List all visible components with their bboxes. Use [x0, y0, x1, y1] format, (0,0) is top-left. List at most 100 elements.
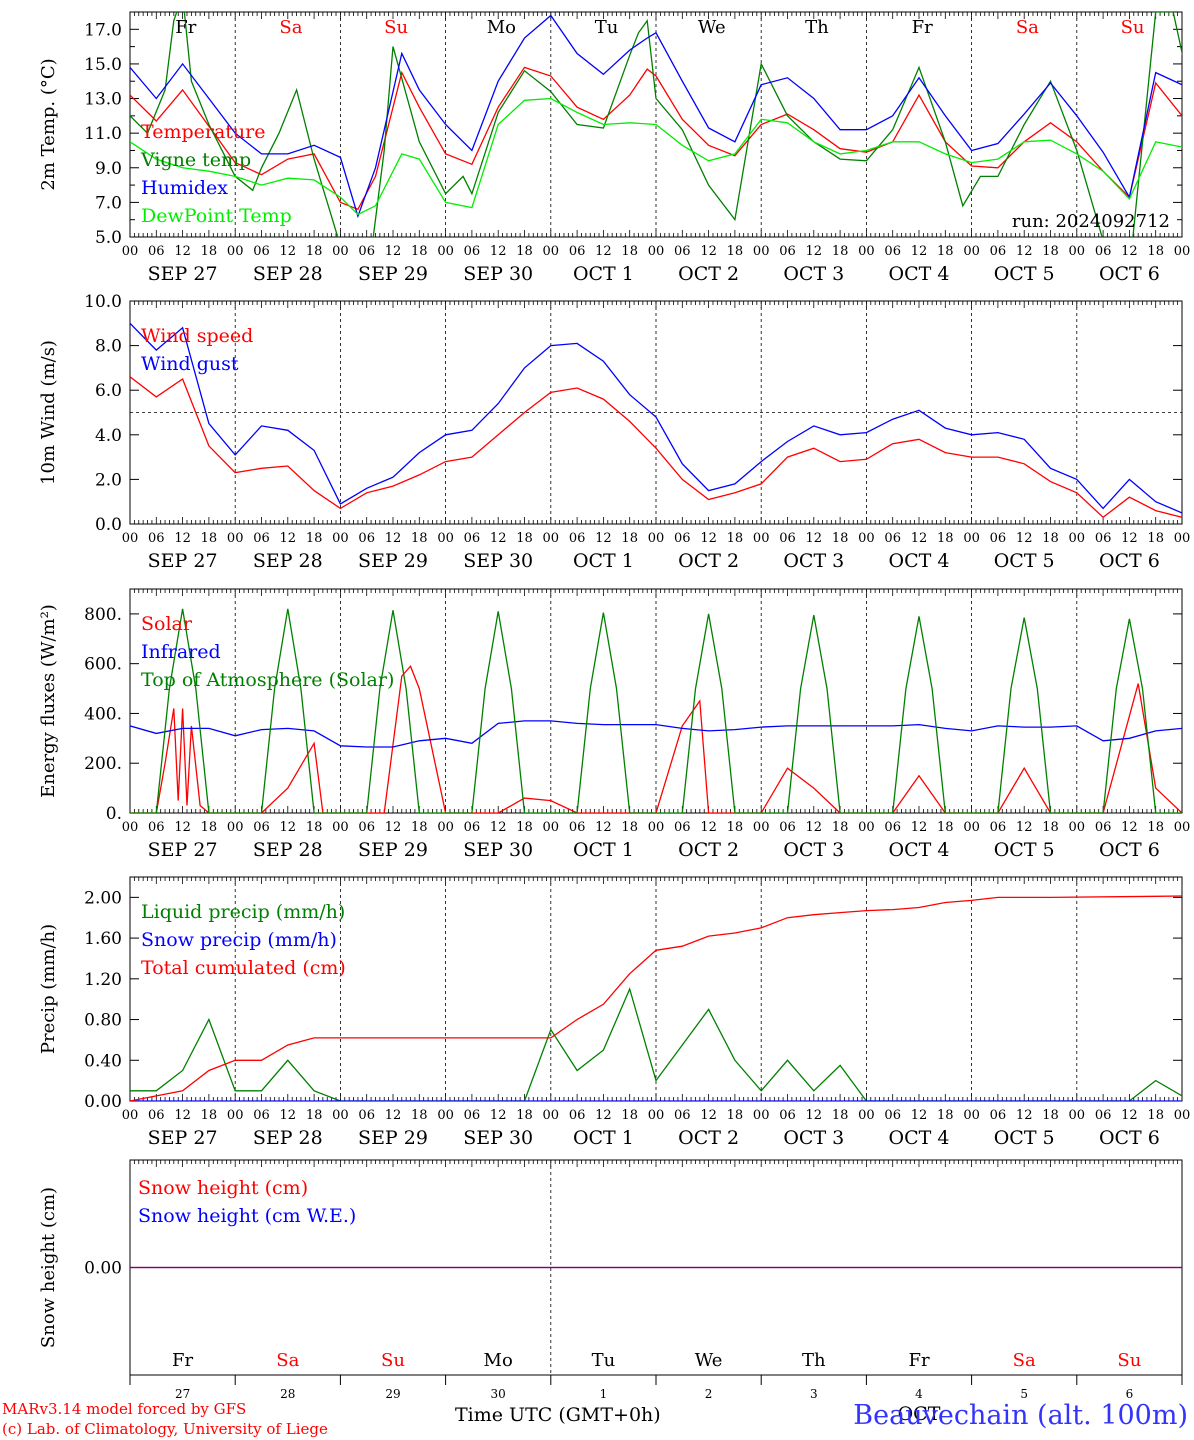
- hour-label: 06: [884, 244, 901, 259]
- y-tick-label: 2.0: [95, 470, 122, 490]
- hour-label: 06: [569, 531, 586, 546]
- y-tick-label: 1.60: [84, 929, 122, 949]
- hour-label: 00: [122, 244, 139, 259]
- legend-solar: Solar: [141, 613, 193, 635]
- hour-label: 18: [621, 1108, 638, 1123]
- day-abbr: We: [698, 17, 726, 38]
- date-label: OCT 2: [678, 263, 739, 285]
- day-abbr-bottom: Tu: [592, 1350, 616, 1371]
- date-label: OCT 5: [994, 839, 1055, 861]
- date-label: SEP 30: [463, 839, 533, 861]
- hour-label: 18: [1147, 820, 1164, 835]
- legend-total-cumulated-cm-: Total cumulated (cm): [141, 957, 346, 979]
- hour-label: 06: [148, 1108, 165, 1123]
- date-label: OCT 3: [783, 263, 844, 285]
- day-abbr: Mo: [487, 17, 516, 38]
- y-tick-label: 0.80: [84, 1011, 122, 1031]
- legend-top-of-atmosphere-solar-: Top of Atmosphere (Solar): [141, 669, 394, 691]
- hour-label: 12: [280, 1108, 297, 1123]
- hour-label: 12: [385, 531, 402, 546]
- hour-label: 06: [464, 244, 481, 259]
- hour-label: 06: [253, 244, 270, 259]
- hour-label: 00: [437, 820, 454, 835]
- hour-label: 18: [201, 244, 218, 259]
- hour-label: 00: [648, 244, 665, 259]
- date-label: OCT 6: [1099, 263, 1160, 285]
- hour-label: 18: [411, 531, 428, 546]
- legend-humidex: Humidex: [141, 177, 228, 199]
- hour-label: 12: [595, 244, 612, 259]
- hour-label: 06: [990, 820, 1007, 835]
- hour-label: 00: [543, 1108, 560, 1123]
- date-label: SEP 27: [148, 839, 218, 861]
- hour-label: 06: [464, 1108, 481, 1123]
- date-label: OCT 4: [889, 263, 950, 285]
- y-tick-label: 800.: [84, 605, 122, 625]
- panel-frame-energy: [129, 588, 1183, 814]
- hour-label: 18: [201, 820, 218, 835]
- date-label: SEP 27: [148, 550, 218, 572]
- hour-label: 12: [385, 1108, 402, 1123]
- hour-label: 18: [937, 531, 954, 546]
- legend-temperature: Temperature: [141, 121, 265, 143]
- hour-label: 00: [963, 820, 980, 835]
- hour-label: 12: [385, 244, 402, 259]
- hour-label: 12: [385, 820, 402, 835]
- hour-label: 12: [490, 244, 507, 259]
- hour-label: 12: [595, 1108, 612, 1123]
- y-tick-label: 0.00: [84, 1259, 122, 1279]
- hour-label: 18: [727, 244, 744, 259]
- series-line-humidex: [130, 14, 1182, 219]
- hour-label: 00: [332, 244, 349, 259]
- hour-label: 00: [753, 820, 770, 835]
- date-label: OCT 1: [573, 839, 634, 861]
- hour-label: 18: [516, 820, 533, 835]
- y-tick-label: 400.: [84, 704, 122, 724]
- day-abbr-bottom: Fr: [908, 1350, 929, 1371]
- hour-label: 18: [411, 244, 428, 259]
- hour-label: 18: [832, 1108, 849, 1123]
- hour-label: 18: [1042, 244, 1059, 259]
- model-credit: MARv3.14 model forced by GFS: [2, 1400, 247, 1418]
- date-label: OCT 4: [889, 839, 950, 861]
- y-tick-label: 0.00: [84, 1092, 122, 1112]
- date-label: OCT 2: [678, 839, 739, 861]
- date-label: OCT 1: [573, 550, 634, 572]
- y-tick-label: 0.0: [95, 515, 122, 535]
- date-label: OCT 3: [783, 839, 844, 861]
- hour-label: 12: [1016, 820, 1033, 835]
- hour-label: 00: [1174, 820, 1191, 835]
- day-abbr-bottom: Th: [802, 1350, 826, 1371]
- hour-label: 00: [122, 1108, 139, 1123]
- y-axis-label: Energy fluxes (W/m²): [38, 604, 59, 798]
- hour-label: 12: [280, 820, 297, 835]
- hour-label: 18: [306, 244, 323, 259]
- y-tick-label: 600.: [84, 655, 122, 675]
- hour-label: 06: [358, 531, 375, 546]
- hour-label: 12: [1016, 1108, 1033, 1123]
- hour-label: 00: [227, 244, 244, 259]
- series-line-total-cumulated-cm-: [130, 895, 1182, 1101]
- hour-label: 12: [806, 531, 823, 546]
- y-tick-label: 6.0: [95, 381, 122, 401]
- hour-label: 00: [332, 531, 349, 546]
- hour-label: 12: [280, 244, 297, 259]
- day-number: 28: [280, 1387, 295, 1401]
- hour-label: 00: [963, 244, 980, 259]
- date-label: OCT 6: [1099, 839, 1160, 861]
- hour-label: 00: [543, 820, 560, 835]
- series-line-vigne-temp: [130, 12, 1182, 237]
- legend-wind-gust: Wind gust: [141, 353, 239, 375]
- y-tick-label: 4.0: [95, 426, 122, 446]
- hour-label: 18: [621, 820, 638, 835]
- date-label: SEP 29: [358, 1127, 428, 1149]
- date-label: SEP 29: [358, 839, 428, 861]
- hour-label: 00: [858, 820, 875, 835]
- hour-label: 06: [464, 531, 481, 546]
- day-abbr-bottom: Mo: [484, 1350, 513, 1371]
- hour-label: 18: [411, 820, 428, 835]
- hour-label: 00: [437, 1108, 454, 1123]
- hour-label: 12: [490, 820, 507, 835]
- date-label: SEP 28: [253, 550, 323, 572]
